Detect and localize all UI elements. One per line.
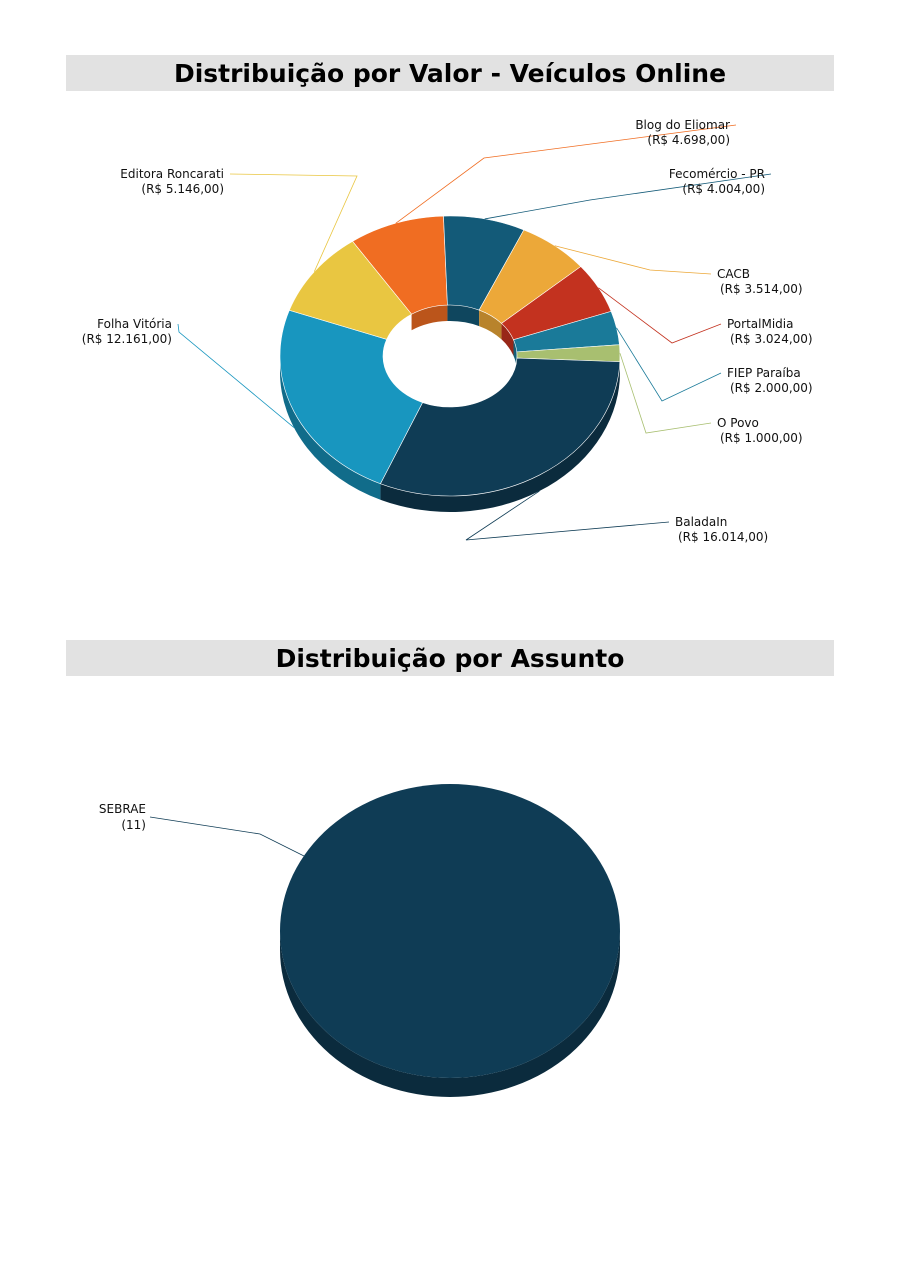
slice-side-folha-vitoria bbox=[280, 356, 381, 500]
leader-line-baladain bbox=[465, 490, 670, 541]
slice-editora-roncarati bbox=[288, 240, 413, 340]
leader-line-cacb bbox=[554, 245, 712, 275]
leader-line-fiep-paraiba bbox=[616, 327, 722, 402]
slice-label-fecomercio-pr: Fecomércio - PR bbox=[669, 167, 765, 181]
leader-line-sebrae bbox=[149, 816, 305, 857]
slice-inner-blog-do-eliomar bbox=[411, 305, 448, 331]
slice-label-portalmidia: PortalMidia bbox=[727, 317, 793, 331]
slice-label-folha-vitoria: Folha Vitória bbox=[97, 317, 172, 331]
slice-value-blog-do-eliomar: (R$ 4.698,00) bbox=[647, 133, 730, 147]
chart-title-valor-text: Distribuição por Valor - Veículos Online bbox=[173, 58, 727, 88]
chart-title-assunto: Distribuição por Assunto bbox=[66, 640, 834, 676]
slice-value-o-povo: (R$ 1.000,00) bbox=[720, 431, 803, 445]
slice-baladain bbox=[379, 357, 621, 497]
slice-label-fiep-paraiba: FIEP Paraíba bbox=[727, 366, 801, 380]
slice-label-blog-do-eliomar: Blog do Eliomar bbox=[635, 118, 730, 132]
slice-label-editora-roncarati: Editora Roncarati bbox=[120, 167, 224, 181]
slice-value-fecomercio-pr: (R$ 4.004,00) bbox=[682, 182, 765, 196]
slice-value-sebrae: (11) bbox=[121, 818, 146, 832]
slice-sebrae bbox=[280, 784, 620, 1078]
leader-line-editora-roncarati bbox=[229, 173, 358, 272]
slice-value-folha-vitoria: (R$ 12.161,00) bbox=[82, 332, 172, 346]
slice-label-baladain: BaladaIn bbox=[675, 515, 727, 529]
slice-value-editora-roncarati: (R$ 5.146,00) bbox=[141, 182, 224, 196]
slice-value-cacb: (R$ 3.514,00) bbox=[720, 282, 803, 296]
leader-line-folha-vitoria bbox=[177, 323, 295, 428]
slice-inner-portalmidia bbox=[501, 323, 514, 356]
slice-side-baladain bbox=[380, 361, 620, 512]
slice-value-fiep-paraiba: (R$ 2.000,00) bbox=[730, 381, 813, 395]
slice-inner-fiep-paraiba bbox=[513, 339, 517, 368]
slice-inner-cacb bbox=[479, 310, 502, 340]
slice-folha-vitoria bbox=[279, 309, 424, 485]
slice-inner-fecomercio-pr bbox=[447, 305, 480, 327]
slice-label-sebrae: SEBRAE bbox=[99, 802, 146, 816]
slice-value-portalmidia: (R$ 3.024,00) bbox=[730, 332, 813, 346]
slice-label-o-povo: O Povo bbox=[717, 416, 759, 430]
slice-label-cacb: CACB bbox=[717, 267, 750, 281]
chart-title-valor: Distribuição por Valor - Veículos Online bbox=[66, 55, 834, 91]
donut-chart-valor: Blog do Eliomar(R$ 4.698,00) Fecomércio -… bbox=[82, 118, 813, 544]
leader-line-fecomercio-pr bbox=[484, 173, 772, 220]
leader-line-blog-do-eliomar bbox=[395, 124, 737, 224]
leader-line-o-povo bbox=[619, 353, 712, 434]
slice-value-baladain: (R$ 16.014,00) bbox=[678, 530, 768, 544]
leader-line-portalmidia bbox=[598, 287, 722, 344]
pie-chart-assunto: SEBRAE (11) bbox=[99, 784, 620, 1097]
chart-title-assunto-text: Distribuição por Assunto bbox=[275, 643, 625, 673]
